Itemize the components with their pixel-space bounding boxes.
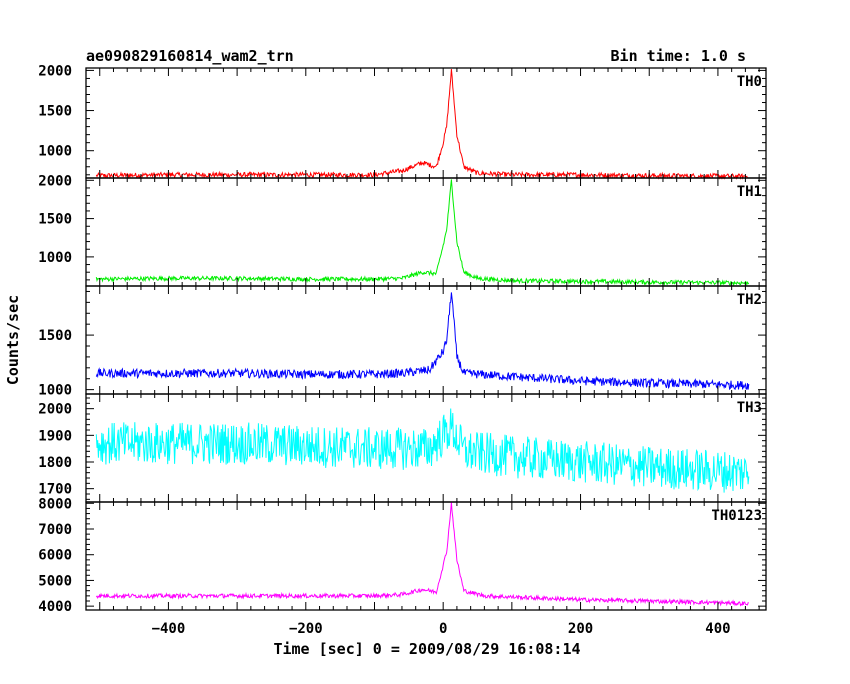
panels-group: 100015002000TH0100015002000TH110001500TH… [38,63,767,637]
y-tick-label: 2000 [38,402,72,418]
y-tick-label: 1000 [38,144,72,160]
y-tick-label: 7000 [38,522,72,538]
panel-th0123: 4000 5000 6000 7000 8000 TH0123 [38,496,767,615]
panel-label-th0123: TH0123 [711,508,762,524]
y-tick-label: 1000 [38,383,72,399]
panel-th1: 1000 1500 2000 TH1 [38,173,767,287]
x-tick-label: −400 [152,621,186,637]
x-tick-label: 0 [439,621,447,637]
series-line-th3 [95,408,750,493]
y-tick-label: 6000 [38,548,72,564]
y-tick-label: 1700 [38,482,72,498]
panel-label-th0: TH0 [737,74,762,90]
panel-frame [85,285,767,395]
series-line-th2 [95,292,750,391]
panel-frame [85,177,767,287]
panel-frame [85,67,767,179]
y-tick-label: 4000 [38,599,72,615]
panel-frame [85,501,767,611]
series-line-th1 [95,179,750,287]
y-tick-label: 8000 [38,496,72,512]
chart-title: ae090829160814_wam2_trn [86,47,294,65]
panel-label-th1: TH1 [737,184,762,200]
y-tick-label: 1500 [38,328,72,344]
panel-th0: 1000 1500 2000 TH0 [38,63,767,180]
y-tick-label: 1900 [38,428,72,444]
x-axis-label: Time [sec] 0 = 2009/08/29 16:08:14 [273,640,580,658]
y-tick-label: 1800 [38,455,72,471]
y-tick-label: 1500 [38,212,72,228]
x-tick-label: 200 [568,621,593,637]
y-tick-label: 2000 [38,173,72,189]
y-axis-label: Counts/sec [4,295,22,385]
series-line-th0123 [95,501,749,607]
bin-time-label: Bin time: 1.0 s [611,47,746,65]
y-tick-label: 1000 [38,250,72,266]
y-tick-label: 2000 [38,63,72,79]
panel-label-th2: TH2 [737,292,762,308]
x-tick-label: 400 [705,621,730,637]
panel-th3: 1700 1800 1900 2000 TH3 [38,393,767,503]
series-line-th0 [95,68,749,180]
panel-th2: 1000 1500 TH2 [38,285,767,399]
x-tick-label: −200 [289,621,323,637]
y-tick-label: 5000 [38,573,72,589]
y-tick-label: 1500 [38,104,72,120]
panel-label-th3: TH3 [737,400,762,416]
